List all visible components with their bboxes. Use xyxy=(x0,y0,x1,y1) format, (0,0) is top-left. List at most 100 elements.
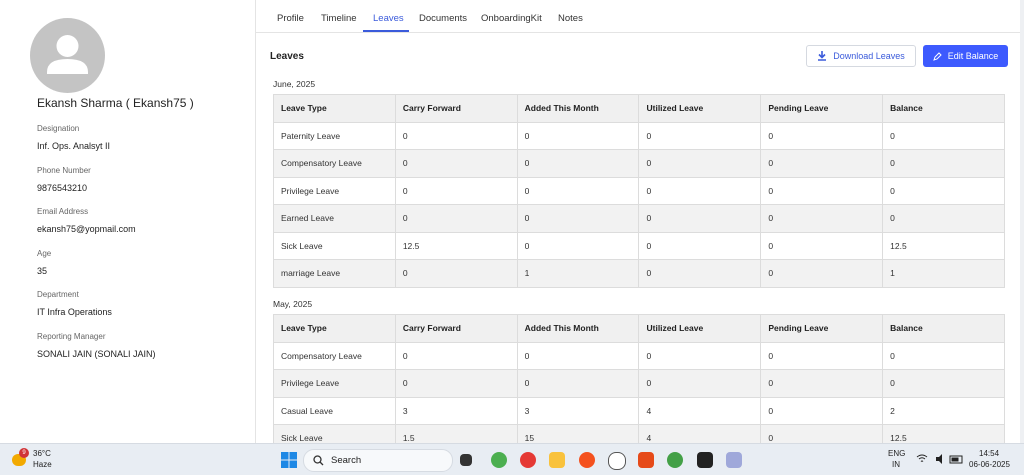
table-caption: May, 2025 xyxy=(273,299,313,310)
button-label: Download Leaves xyxy=(833,51,905,61)
table-row: Privilege Leave 0 0 0 0 0 xyxy=(273,369,1005,398)
column-header: Added This Month xyxy=(516,94,640,123)
header-row: Leave Type Carry Forward Added This Month U… xyxy=(273,94,1005,123)
leave-value: 12.5 xyxy=(394,231,518,260)
leave-value: 0 xyxy=(638,341,762,371)
column-header: Carry Forward xyxy=(394,94,518,123)
leave-value: 0 xyxy=(516,176,640,205)
leave-value: 0 xyxy=(760,424,884,443)
column-header: Leave Type xyxy=(273,314,396,343)
field-label: Phone Number xyxy=(37,165,91,175)
app-icon[interactable] xyxy=(638,452,654,468)
leave-value: 0 xyxy=(760,396,884,426)
tray-icons[interactable] xyxy=(916,453,966,465)
field-label: Reporting Manager xyxy=(37,332,106,341)
language: ENG xyxy=(888,449,906,458)
search-box[interactable]: Search xyxy=(303,449,453,472)
leave-value: 4 xyxy=(638,396,762,426)
leave-value: 0 xyxy=(760,149,884,178)
leave-value: 3 xyxy=(516,396,640,426)
section-title: Leaves xyxy=(270,51,304,62)
leave-value: 0 xyxy=(394,369,518,398)
leave-value: 0 xyxy=(516,204,640,233)
leave-value: 0 xyxy=(760,176,884,205)
search-label: Search xyxy=(331,455,362,466)
leave-value: 0 xyxy=(760,231,884,260)
column-header: Balance xyxy=(882,94,1005,123)
header-row: Leave Type Carry Forward Added This Month U… xyxy=(273,314,1005,343)
leave-value: 0 xyxy=(638,121,762,150)
leave-value: 0 xyxy=(516,121,640,150)
leave-type: Compensatory Leave xyxy=(273,149,396,178)
field-label: Age xyxy=(37,248,52,258)
leave-value: 0 xyxy=(638,204,762,233)
leave-value: 0 xyxy=(882,149,1005,178)
leave-value: 12.5 xyxy=(882,424,1005,443)
column-header: Utilized Leave xyxy=(638,94,762,123)
leave-value: 1 xyxy=(882,259,1005,288)
leave-type: Earned Leave xyxy=(273,204,396,233)
app-icon[interactable] xyxy=(460,454,472,466)
leave-value: 0 xyxy=(760,369,884,398)
table-caption: June, 2025 xyxy=(273,79,316,89)
weather-badge: 9 xyxy=(19,448,29,458)
column-header: Pending Leave xyxy=(760,94,884,123)
tab[interactable]: Notes xyxy=(558,13,583,24)
app-icon[interactable] xyxy=(667,452,683,468)
tab[interactable]: Timeline xyxy=(321,13,357,24)
leave-type: Privilege Leave xyxy=(273,369,396,398)
table-row: Casual Leave 3 3 4 0 2 xyxy=(273,396,1005,426)
field-label: Designation xyxy=(37,124,80,133)
leave-value: 4 xyxy=(638,424,762,443)
edit-button[interactable]: Edit Balance xyxy=(923,45,1008,67)
leave-value: 0 xyxy=(882,369,1005,398)
leave-type: Compensatory Leave xyxy=(273,341,396,371)
edit-icon xyxy=(932,51,942,61)
clock-time: 14:54 xyxy=(979,449,1000,458)
start-button[interactable] xyxy=(281,452,297,468)
leave-value: 0 xyxy=(394,121,518,150)
leave-value: 0 xyxy=(516,341,640,371)
app-icon[interactable] xyxy=(579,452,595,468)
temperature: 36°C xyxy=(33,449,51,458)
tab[interactable]: OnboardingKit xyxy=(481,13,542,24)
table-row: Sick Leave 1.5 15 4 0 12.5 xyxy=(273,424,1005,443)
tab[interactable]: Profile xyxy=(277,13,304,24)
app-icon[interactable] xyxy=(608,452,626,470)
leave-value: 0 xyxy=(394,204,518,233)
leave-value: 0 xyxy=(516,231,640,260)
field-value: 35 xyxy=(37,265,48,276)
leave-value: 0 xyxy=(882,204,1005,233)
app-icon[interactable] xyxy=(549,452,565,468)
leave-type: marriage Leave xyxy=(273,259,396,288)
leave-value: 0 xyxy=(394,176,518,205)
leave-value: 0 xyxy=(394,149,518,178)
download-icon xyxy=(818,51,827,61)
leave-value: 1 xyxy=(516,259,640,288)
column-header: Leave Type xyxy=(273,94,396,123)
app-icon[interactable] xyxy=(491,452,507,468)
table-row: Compensatory Leave 0 0 0 0 0 xyxy=(273,341,1005,371)
app-icon[interactable] xyxy=(697,452,713,468)
leave-type: Casual Leave xyxy=(273,396,396,426)
column-header: Pending Leave xyxy=(760,314,884,343)
leave-value: 0 xyxy=(760,121,884,150)
profile-name: Ekansh Sharma ( Ekansh75 ) xyxy=(37,96,194,110)
column-header: Balance xyxy=(882,314,1005,343)
tab[interactable]: Leaves xyxy=(373,13,404,24)
leave-value: 0 xyxy=(638,149,762,178)
leave-value: 12.5 xyxy=(882,231,1005,260)
app-icon[interactable] xyxy=(520,452,536,468)
column-header: Carry Forward xyxy=(394,314,518,343)
tab-indicator xyxy=(363,30,409,32)
leave-type: Paternity Leave xyxy=(273,121,396,150)
download-button[interactable]: Download Leaves xyxy=(806,45,916,67)
field-label: Email Address xyxy=(37,207,89,217)
table-row: Sick Leave 12.5 0 0 0 12.5 xyxy=(273,231,1005,260)
tab[interactable]: Documents xyxy=(419,13,468,24)
app-icon[interactable] xyxy=(726,452,742,468)
weather-condition: Haze xyxy=(33,460,52,469)
table-row: Paternity Leave 0 0 0 0 0 xyxy=(273,121,1005,150)
profile-panel: Ekansh Sharma ( Ekansh75 ) Designation In… xyxy=(0,0,256,443)
